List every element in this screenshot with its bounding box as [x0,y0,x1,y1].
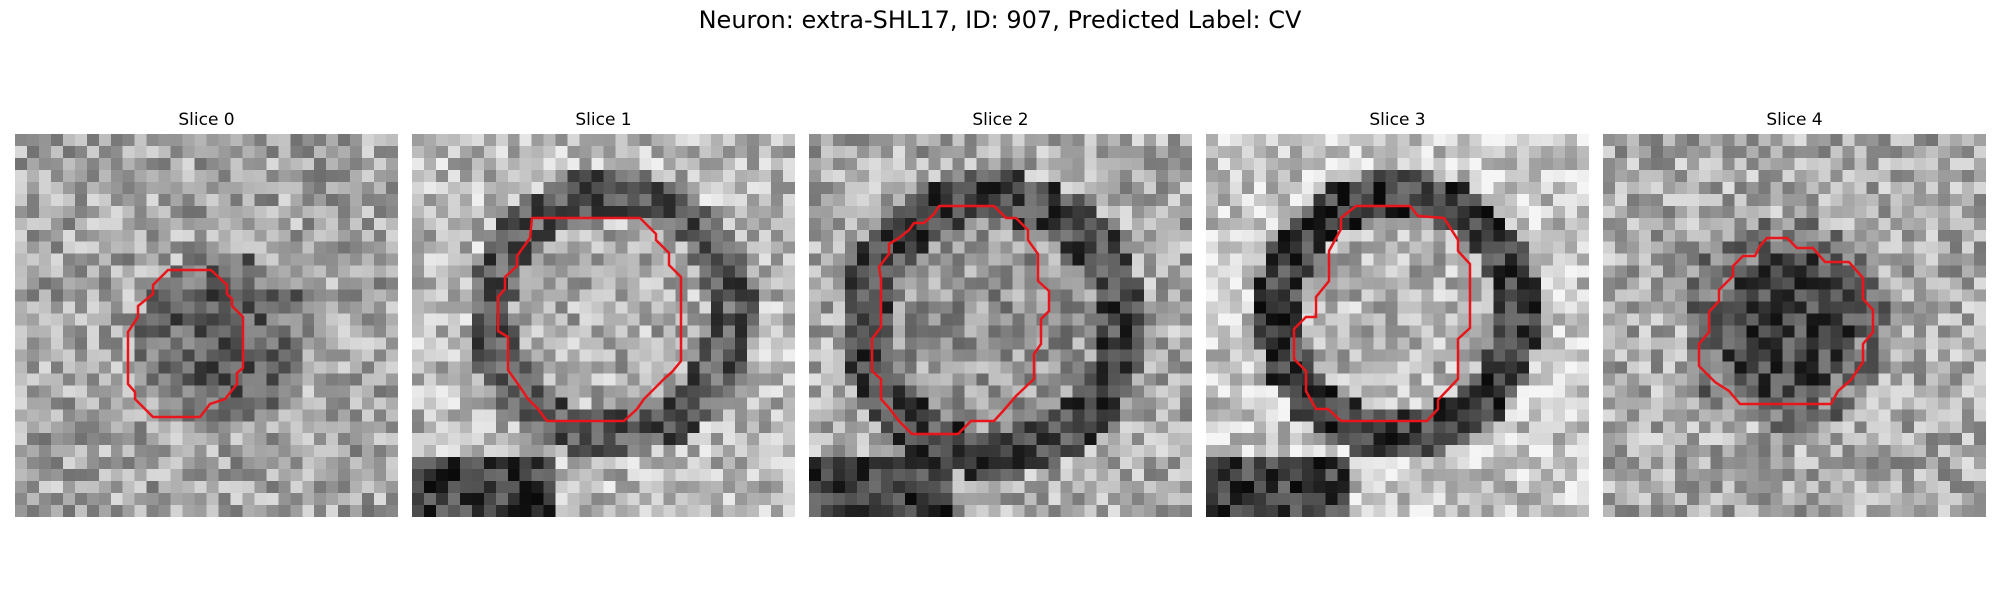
microscopy-image [1206,134,1589,517]
microscopy-image [809,134,1192,517]
contour-outline [126,268,245,419]
slice-title: Slice 2 [972,110,1029,130]
microscopy-image [1603,134,1986,517]
slice-panel-3: Slice 3 [1206,108,1589,517]
slice-title: Slice 0 [178,110,235,130]
slice-title: Slice 4 [1766,110,1823,130]
figure-title: Neuron: extra-SHL17, ID: 907, Predicted … [698,6,1302,34]
contour-outline [1697,236,1875,406]
grayscale-pixel-grid [1603,134,1986,517]
slice-panel-1: Slice 1 [412,108,795,517]
slice-panel-0: Slice 0 [15,108,398,517]
grayscale-pixel-grid [412,134,795,517]
contour-outline [496,216,683,423]
segmentation-contour-overlay [496,216,683,423]
microscopy-image [412,134,795,517]
slice-title: Slice 3 [1369,110,1426,130]
segmentation-contour-overlay [1697,236,1875,406]
slice-panel-2: Slice 2 [809,108,1192,517]
slice-panel-4: Slice 4 [1603,108,1986,517]
contour-outline [1292,204,1472,423]
grayscale-pixel-grid [809,134,1192,517]
grayscale-pixel-grid [1206,134,1589,517]
segmentation-contour-overlay [1292,204,1472,423]
segmentation-contour-overlay [870,204,1051,436]
grayscale-pixel-grid [15,134,398,517]
microscopy-image [15,134,398,517]
contour-outline [870,204,1051,436]
segmentation-contour-overlay [126,268,245,419]
slice-title: Slice 1 [575,110,632,130]
